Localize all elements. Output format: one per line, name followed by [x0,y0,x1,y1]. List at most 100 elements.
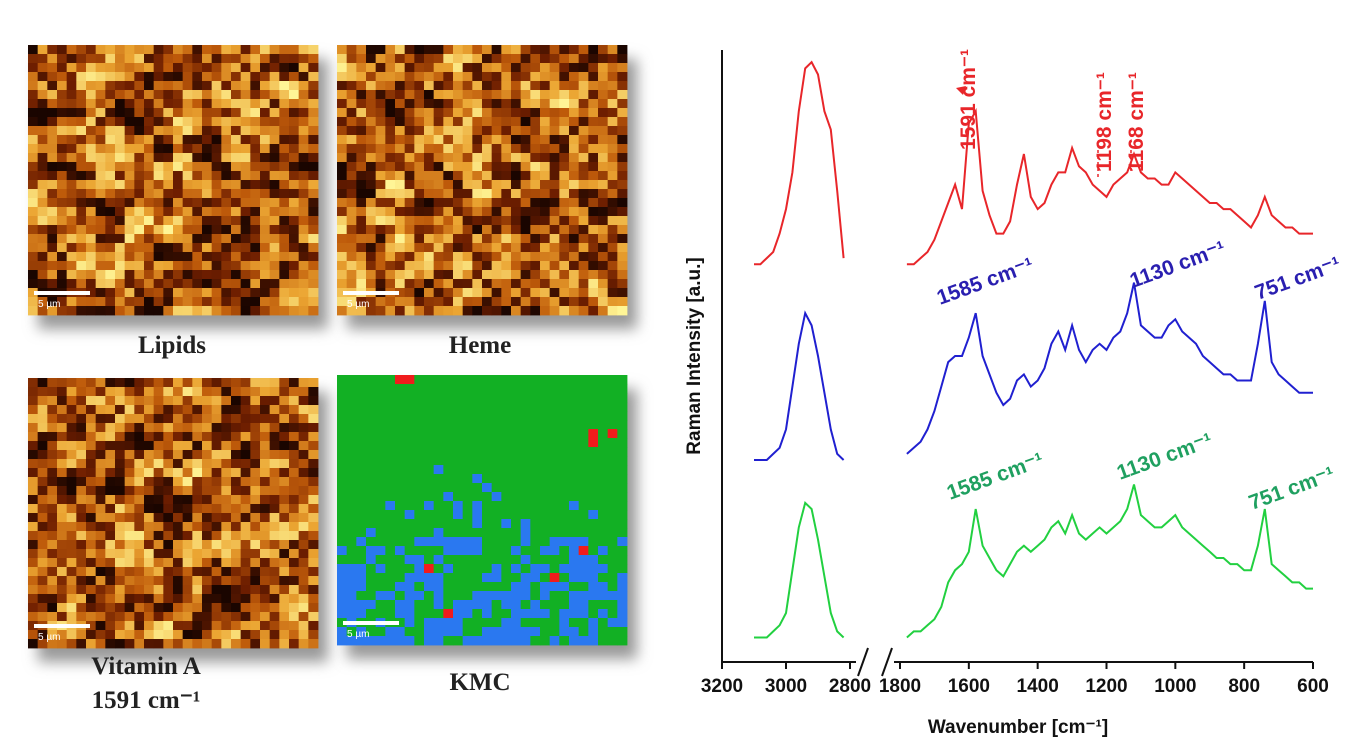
pixel [105,621,115,630]
pixel [308,495,318,504]
pixel [115,603,125,612]
pixel [347,54,357,63]
pixel [86,522,96,531]
pixel [250,558,260,567]
pixel [405,384,415,393]
pixel [28,459,38,468]
pixel [86,90,96,99]
pixel [443,279,453,288]
pixel [270,639,280,648]
pixel [376,81,386,90]
pixel [434,636,444,645]
pixel [134,405,144,414]
pixel [221,504,231,513]
pixel [241,135,251,144]
pixel [144,153,154,162]
pixel [289,63,299,72]
pixel [47,81,57,90]
pixel [395,483,405,492]
pixel [192,180,202,189]
pixel [569,171,579,180]
pixel [424,216,434,225]
pixel [115,90,125,99]
pixel [356,438,366,447]
pixel [608,306,618,315]
pixel [38,180,48,189]
pixel [617,402,627,411]
pixel [598,270,608,279]
pixel [202,531,212,540]
pixel [76,468,86,477]
pixel [105,594,115,603]
pixel [105,585,115,594]
pixel [376,270,386,279]
pixel [134,423,144,432]
pixel [96,558,106,567]
pixel [579,225,589,234]
pixel [183,252,193,261]
pixel [231,504,241,513]
pixel [57,522,67,531]
pixel [579,483,589,492]
pixel [57,99,67,108]
pixel [57,135,67,144]
pixel [443,189,453,198]
pixel [212,486,222,495]
pixel [579,510,589,519]
pixel [472,126,482,135]
pixel [608,189,618,198]
pixel [115,99,125,108]
pixel [347,492,357,501]
pixel [501,447,511,456]
pixel [492,198,502,207]
pixel [115,252,125,261]
pixel [47,414,57,423]
pixel [385,252,395,261]
pixel [356,279,366,288]
pixel [463,306,473,315]
pixel [241,288,251,297]
pixel [202,540,212,549]
pixel [270,243,280,252]
pixel [96,423,106,432]
pixel [202,288,212,297]
pixel [144,540,154,549]
pixel [163,180,173,189]
pixel [289,630,299,639]
pixel [588,243,598,252]
pixel [559,474,569,483]
pixel [463,72,473,81]
pixel [482,288,492,297]
pixel [472,180,482,189]
pixel [434,81,444,90]
pixel [173,108,183,117]
pixel [559,252,569,261]
pixel [134,81,144,90]
pixel [212,396,222,405]
pixel [405,591,415,600]
pixel [540,456,550,465]
pixel [202,603,212,612]
pixel [540,288,550,297]
pixel [347,153,357,162]
pixel [463,537,473,546]
pixel [443,198,453,207]
pixel [163,387,173,396]
pixel [183,540,193,549]
pixel [366,162,376,171]
pixel [501,135,511,144]
pixel [144,396,154,405]
pixel [96,117,106,126]
pixel [472,234,482,243]
pixel [250,396,260,405]
pixel [125,414,135,423]
pixel [337,411,347,420]
pixel [443,402,453,411]
pixel [337,456,347,465]
pixel [173,387,183,396]
pixel [337,420,347,429]
pixel [115,630,125,639]
pixel [67,468,77,477]
pixel [144,594,154,603]
pixel [414,162,424,171]
